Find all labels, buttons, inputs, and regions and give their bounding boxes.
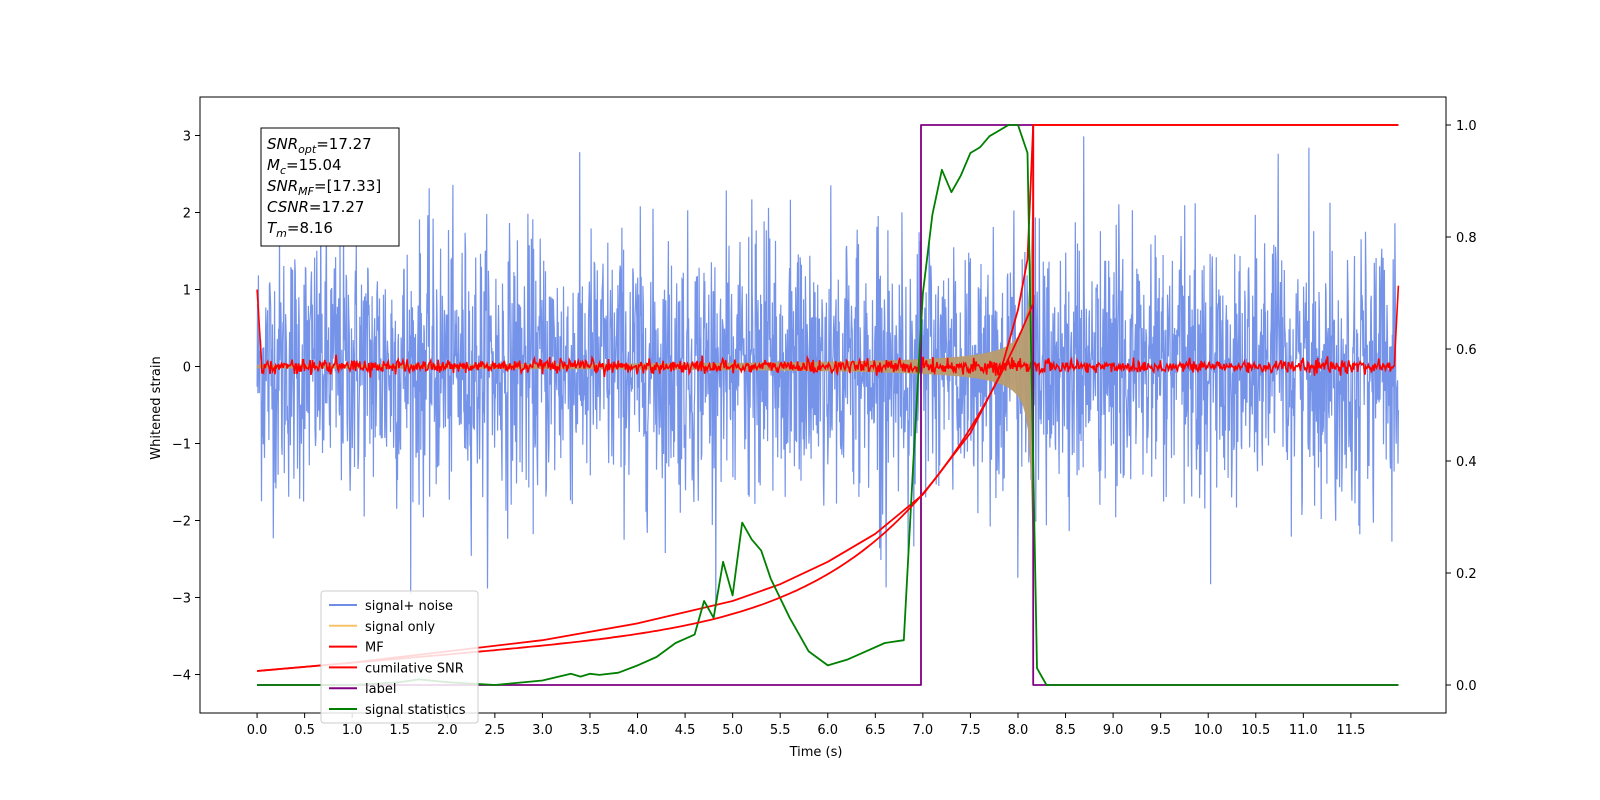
y-tick-label: −1 xyxy=(172,438,191,453)
y-axis-left: −4 −3 −2 −1 0 1 2 3 xyxy=(172,130,200,684)
x-tick-label: 10.0 xyxy=(1194,723,1223,738)
legend-label: label xyxy=(365,682,396,697)
x-tick-label: 11.5 xyxy=(1336,723,1365,738)
x-tick-label: 5.5 xyxy=(770,723,791,738)
x-tick-label: 3.0 xyxy=(532,723,553,738)
legend-label: signal only xyxy=(365,620,435,635)
series-signal-statistics xyxy=(257,124,1399,686)
annotation-line: CSNR=17.27 xyxy=(267,198,364,216)
y-axis-right: 0.0 0.2 0.4 0.6 0.8 1.0 xyxy=(1446,119,1477,694)
annotation-line: Mc=15.04 xyxy=(267,156,342,177)
y2-tick-label: 0.0 xyxy=(1456,679,1477,694)
x-tick-label: 7.5 xyxy=(960,723,981,738)
legend-label: signal+ noise xyxy=(365,599,453,614)
legend-frame xyxy=(320,590,479,724)
x-tick-label: 4.5 xyxy=(675,723,696,738)
y-axis-label: Whitened strain xyxy=(149,356,164,459)
legend-label: signal statistics xyxy=(365,703,466,718)
legend: signal+ noise signal only MF cumilative SNR… xyxy=(320,590,479,724)
y2-tick-label: 1.0 xyxy=(1456,119,1477,134)
y-tick-label: 3 xyxy=(183,130,191,145)
annotation-frame xyxy=(260,127,400,247)
y-tick-label: 1 xyxy=(183,284,191,299)
x-tick-label: 5.0 xyxy=(722,723,743,738)
series-mf xyxy=(256,285,1400,378)
annotation-line: SNRopt=17.27 xyxy=(267,135,372,156)
x-tick-label: 8.0 xyxy=(1008,723,1029,738)
series-cumilative-snr xyxy=(257,124,1399,672)
x-tick-label: 10.5 xyxy=(1241,723,1270,738)
y-tick-label: −4 xyxy=(172,669,191,684)
x-tick-label: 3.5 xyxy=(580,723,601,738)
x-axis: 0.0 0.5 1.0 1.5 2.0 2.5 3.0 3.5 4.0 4.5 5.0 5.5 6.0 6… xyxy=(247,713,1365,738)
y-tick-label: 2 xyxy=(183,207,191,222)
annotation-line: SNRMF=[17.33] xyxy=(267,177,381,198)
x-tick-label: 0.5 xyxy=(294,723,315,738)
x-tick-label: 6.0 xyxy=(817,723,838,738)
axes-border xyxy=(199,96,1447,714)
y2-tick-label: 0.8 xyxy=(1456,231,1477,246)
x-axis-label: Time (s) xyxy=(789,745,843,760)
annotation-line: Tm=8.16 xyxy=(267,219,333,240)
x-tick-label: 1.0 xyxy=(342,723,363,738)
legend-label: cumilative SNR xyxy=(365,661,464,676)
x-tick-label: 9.0 xyxy=(1103,723,1124,738)
annotation-box: SNRopt=17.27Mc=15.04SNRMF=[17.33]CSNR=17… xyxy=(260,127,400,247)
legend-label: MF xyxy=(365,641,384,656)
y2-tick-label: 0.2 xyxy=(1456,567,1477,582)
y2-tick-label: 0.4 xyxy=(1456,455,1477,470)
x-tick-label: 0.0 xyxy=(247,723,268,738)
y-tick-label: −3 xyxy=(172,592,191,607)
x-tick-label: 8.5 xyxy=(1055,723,1076,738)
x-tick-label: 1.5 xyxy=(389,723,410,738)
x-tick-label: 2.0 xyxy=(437,723,458,738)
x-tick-label: 2.5 xyxy=(485,723,506,738)
y-tick-label: 0 xyxy=(183,361,191,376)
x-tick-label: 7.0 xyxy=(913,723,934,738)
x-tick-label: 4.0 xyxy=(627,723,648,738)
x-tick-label: 6.5 xyxy=(865,723,886,738)
y2-tick-label: 0.6 xyxy=(1456,343,1477,358)
x-tick-label: 9.5 xyxy=(1150,723,1171,738)
series-signal-noise xyxy=(256,136,1399,607)
axes-frame xyxy=(199,96,1447,714)
x-tick-label: 11.0 xyxy=(1289,723,1318,738)
y-tick-label: −2 xyxy=(172,515,191,530)
